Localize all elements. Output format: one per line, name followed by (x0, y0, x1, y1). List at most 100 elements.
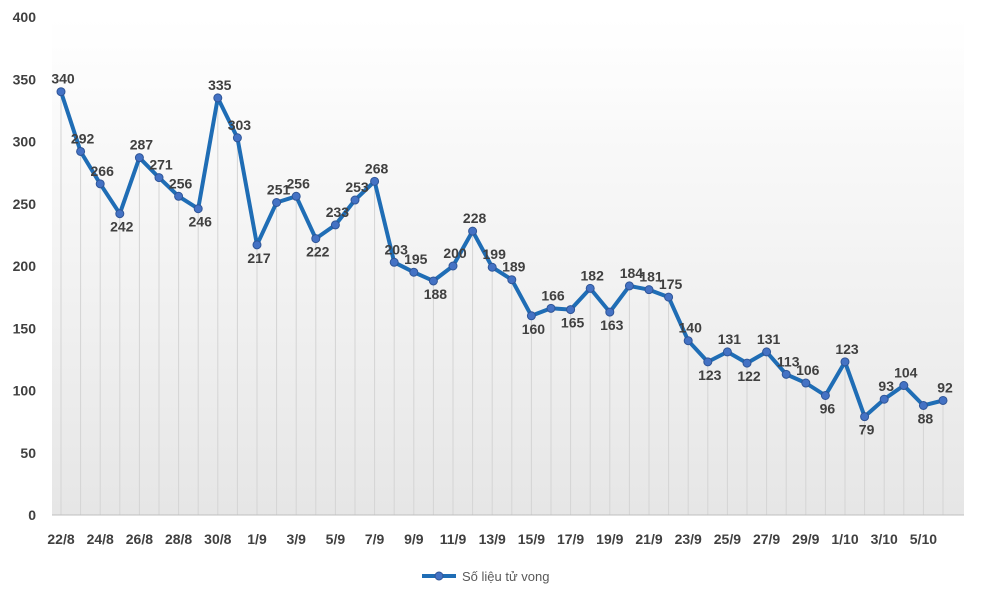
data-point (879, 394, 889, 404)
x-tick-label: 29/9 (792, 531, 819, 547)
data-points (56, 87, 948, 422)
data-point (546, 303, 556, 313)
data-label: 123 (835, 341, 859, 357)
data-point (389, 257, 399, 267)
data-point (703, 357, 713, 367)
data-label: 189 (502, 259, 526, 275)
x-tick-label: 19/9 (596, 531, 623, 547)
data-label: 228 (463, 210, 487, 226)
data-label: 200 (443, 245, 467, 261)
data-point (252, 240, 262, 250)
y-tick-label: 0 (28, 507, 36, 523)
y-tick-label: 100 (13, 383, 37, 399)
y-tick-label: 200 (13, 258, 37, 274)
data-point (860, 412, 870, 422)
data-point (409, 267, 419, 277)
x-tick-label: 24/8 (87, 531, 114, 547)
data-label: 122 (737, 368, 761, 384)
x-tick-label: 7/9 (365, 531, 385, 547)
data-label: 303 (228, 117, 252, 133)
data-label: 195 (404, 251, 428, 267)
data-point (428, 276, 438, 286)
data-label: 131 (757, 331, 781, 347)
data-point (193, 204, 203, 214)
data-point (938, 395, 948, 405)
data-label: 163 (600, 317, 624, 333)
data-point (566, 305, 576, 315)
x-tick-label: 22/8 (47, 531, 74, 547)
data-point (624, 281, 634, 291)
x-tick-label: 27/9 (753, 531, 780, 547)
data-point (820, 390, 830, 400)
data-point (232, 133, 242, 143)
data-point (154, 173, 164, 183)
data-label: 166 (541, 287, 565, 303)
data-point (507, 275, 517, 285)
data-label: 182 (581, 267, 605, 283)
data-label: 266 (91, 163, 115, 179)
data-label: 175 (659, 276, 683, 292)
x-tick-label: 3/9 (286, 531, 306, 547)
data-label: 242 (110, 219, 134, 235)
data-point (448, 261, 458, 271)
x-tick-label: 1/10 (831, 531, 858, 547)
data-point (722, 347, 732, 357)
x-tick-label: 3/10 (871, 531, 898, 547)
data-label: 268 (365, 160, 389, 176)
data-label: 335 (208, 77, 232, 93)
series-line (59, 89, 945, 419)
data-point (487, 262, 497, 272)
x-tick-label: 26/8 (126, 531, 153, 547)
data-label: 233 (326, 204, 350, 220)
data-label: 217 (247, 250, 271, 266)
data-label: 181 (639, 269, 663, 285)
data-labels: 3402922662422872712562463353032172512562… (51, 71, 953, 438)
x-tick-label: 30/8 (204, 531, 231, 547)
data-point (526, 311, 536, 321)
x-tick-label: 5/9 (326, 531, 346, 547)
data-point (134, 153, 144, 163)
data-point (585, 283, 595, 293)
x-tick-label: 13/9 (479, 531, 506, 547)
data-point (56, 87, 66, 97)
data-point (213, 93, 223, 103)
data-label: 271 (149, 157, 173, 173)
data-label: 184 (620, 265, 644, 281)
data-label: 106 (796, 362, 820, 378)
data-label: 251 (267, 182, 291, 198)
data-point (899, 381, 909, 391)
x-tick-label: 25/9 (714, 531, 741, 547)
data-label: 292 (71, 130, 95, 146)
data-label: 165 (561, 315, 585, 331)
data-point (644, 285, 654, 295)
data-label: 199 (483, 246, 507, 262)
data-point (311, 234, 321, 244)
data-label: 340 (51, 71, 75, 87)
data-point (76, 146, 86, 156)
plot-area (52, 17, 964, 515)
x-tick-label: 1/9 (247, 531, 267, 547)
data-label: 79 (859, 422, 875, 438)
data-label: 123 (698, 367, 722, 383)
data-point (918, 400, 928, 410)
data-point (781, 369, 791, 379)
x-tick-label: 17/9 (557, 531, 584, 547)
data-label: 93 (878, 378, 894, 394)
vertical-gridlines (52, 91, 964, 516)
data-label: 92 (937, 379, 953, 395)
data-label: 222 (306, 244, 330, 260)
x-tick-label: 28/8 (165, 531, 192, 547)
data-label: 96 (820, 400, 836, 416)
data-label: 287 (130, 137, 154, 153)
x-tick-label: 9/9 (404, 531, 424, 547)
data-point (742, 358, 752, 368)
data-point (115, 209, 125, 219)
data-label: 203 (385, 241, 409, 257)
data-point (468, 226, 478, 236)
data-label: 113 (777, 353, 800, 369)
x-axis: 22/8 24/8 26/8 28/8 30/8 1/9 3/9 5/9 7/9 9/9 11/9 1… (47, 531, 937, 547)
data-point (174, 191, 184, 201)
x-tick-label: 11/9 (440, 531, 467, 547)
data-label: 131 (718, 331, 742, 347)
